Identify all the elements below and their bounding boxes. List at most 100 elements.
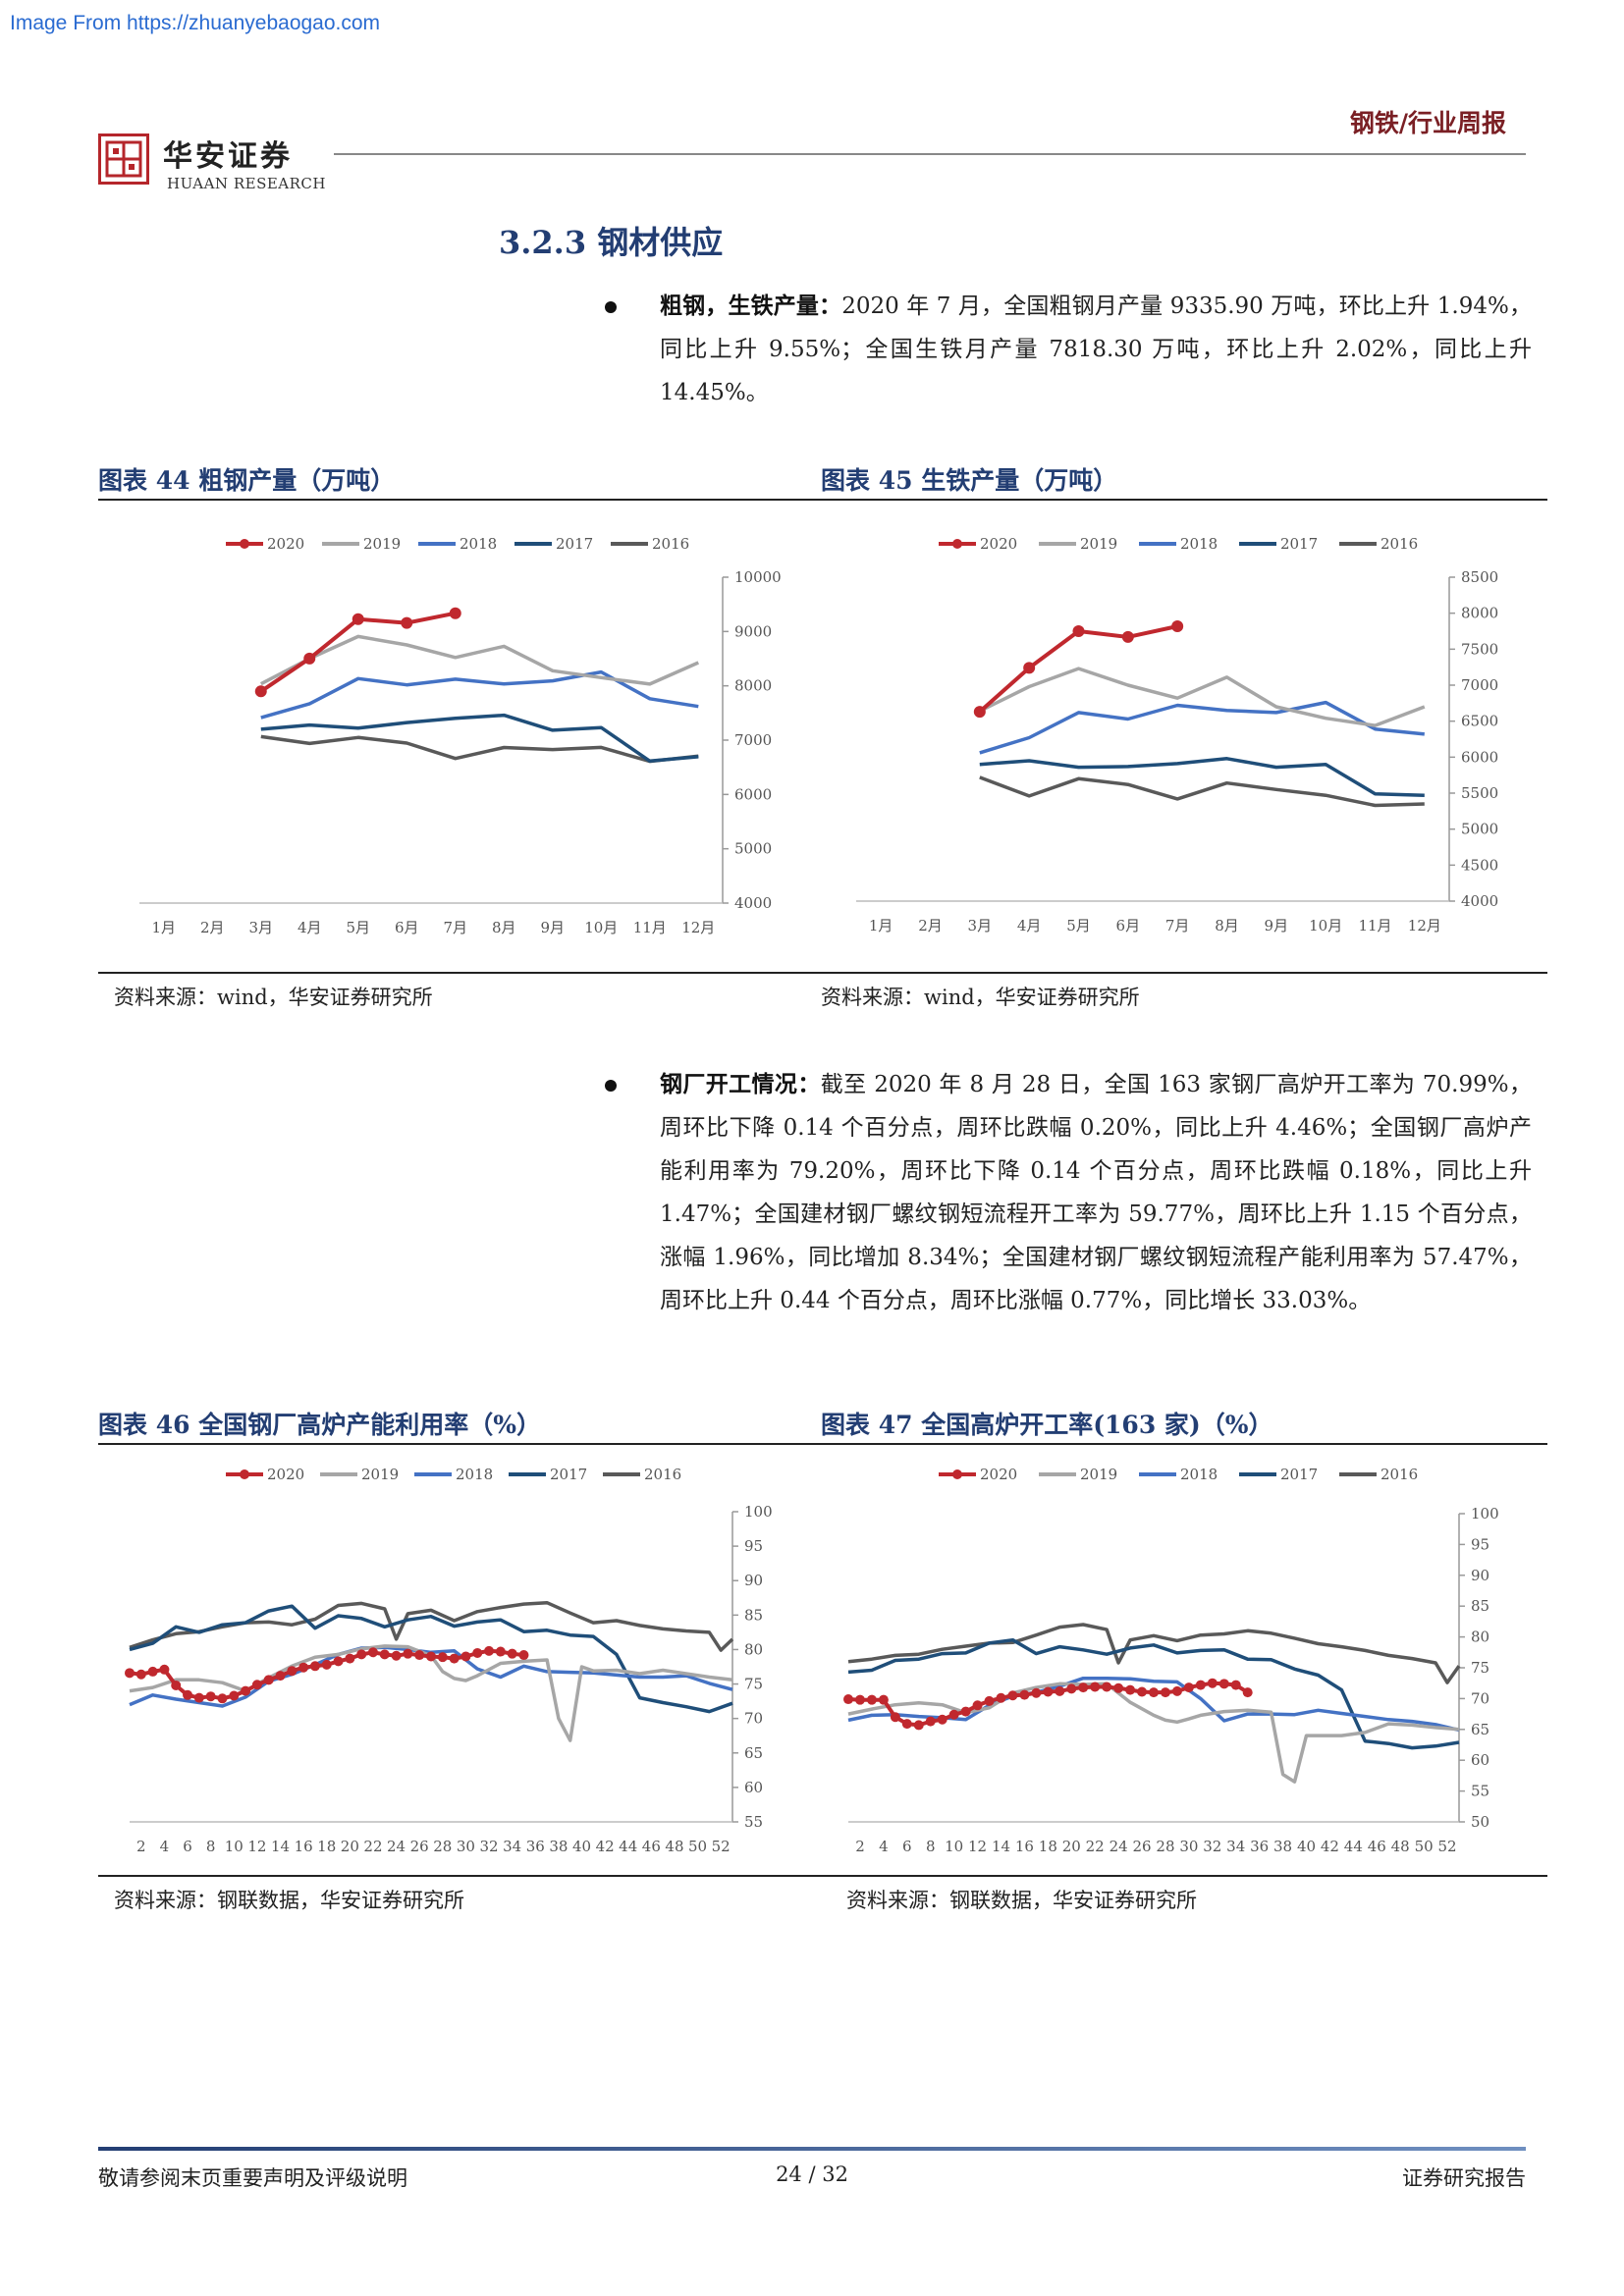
series-line-2019 — [259, 634, 700, 686]
seal-icon — [98, 133, 149, 185]
data-point-2020 — [345, 1653, 355, 1664]
paragraph-label: 钢厂开工情况： — [660, 1071, 821, 1097]
figure-bottom-rule — [98, 972, 821, 974]
data-point-2020 — [1007, 1690, 1018, 1701]
x-tick-label: 50 — [688, 1838, 707, 1855]
x-tick-label: 32 — [1203, 1838, 1221, 1855]
data-point-2020 — [1102, 1682, 1112, 1692]
y-tick-label: 55 — [744, 1813, 763, 1831]
data-point-2020 — [1125, 1684, 1136, 1695]
x-tick-label: 8月 — [492, 919, 516, 936]
legend-label: 2019 — [1080, 1466, 1117, 1483]
y-tick-label: 85 — [1471, 1597, 1489, 1615]
chart-capacity-utilization: 2020 2019 2018 2017 2016 55 60 65 70 75 80 85 90 95 10… — [98, 1447, 821, 1873]
y-tick-label: 4000 — [734, 894, 772, 912]
data-point-2020 — [1218, 1679, 1229, 1689]
legend-label: 2017 — [1280, 1466, 1318, 1483]
report-type: 钢铁/行业周报 — [1349, 109, 1506, 137]
x-tick-label: 10 — [945, 1838, 963, 1855]
data-point-2020 — [391, 1650, 402, 1661]
figure-title: 图表 47 全国高炉开工率(163 家)（%） — [821, 1411, 1273, 1439]
chart-svg: 2020 2019 2018 2017 2016 4000 5000 6000 7000 8000… — [139, 535, 782, 936]
x-tick-label: 44 — [1344, 1838, 1363, 1855]
y-tick-label: 8000 — [734, 677, 772, 695]
x-tick-label: 20 — [341, 1838, 359, 1855]
data-point-2020 — [843, 1694, 853, 1705]
data-point-2020 — [135, 1669, 146, 1680]
y-tick-label: 100 — [1471, 1505, 1499, 1522]
figure-top-rule — [98, 1443, 821, 1445]
x-tick-label: 4 — [160, 1838, 170, 1855]
x-tick-label: 42 — [596, 1838, 615, 1855]
data-point-2020 — [183, 1689, 193, 1700]
y-tick-label: 7500 — [1461, 640, 1498, 658]
legend-label: 2017 — [556, 535, 593, 553]
data-point-2020 — [414, 1650, 425, 1661]
y-tick-label: 80 — [1471, 1629, 1489, 1646]
y-tick-label: 9000 — [734, 622, 772, 640]
y-tick-label: 7000 — [1461, 676, 1498, 694]
y-tick-label: 5000 — [1461, 821, 1498, 838]
y-tick-label: 80 — [744, 1640, 763, 1658]
data-point-2020 — [866, 1694, 877, 1705]
x-tick-label: 6 — [902, 1838, 912, 1855]
series-line-2019 — [847, 1682, 1460, 1784]
x-tick-label: 11月 — [633, 919, 667, 936]
y-tick-label: 70 — [1471, 1689, 1489, 1707]
x-tick-label: 10 — [225, 1838, 244, 1855]
y-tick-label: 95 — [1471, 1535, 1489, 1553]
legend-label: 2019 — [363, 535, 401, 553]
data-point-2020 — [1242, 1687, 1253, 1698]
chart-crude-steel: 2020 2019 2018 2017 2016 4000 5000 6000 7000 8000… — [98, 503, 821, 970]
footer-disclaimer: 敬请参阅末页重要声明及评级说明 — [98, 2166, 407, 2190]
data-point-2020 — [303, 652, 316, 665]
data-point-2020 — [937, 1714, 947, 1725]
paragraph-label: 粗钢，生铁产量： — [660, 293, 842, 319]
y-tick-label: 6500 — [1461, 713, 1498, 730]
paragraph-text: 2020 年 7 月，全国粗钢月产量 9335.90 万吨，环比上升 1.94%… — [660, 294, 1532, 405]
data-point-2020 — [1149, 1687, 1159, 1698]
x-tick-label: 16 — [1015, 1838, 1034, 1855]
data-point-2020 — [449, 1653, 460, 1664]
y-tick-label: 4500 — [1461, 856, 1498, 874]
logo-english: HUAAN RESEARCH — [167, 175, 326, 192]
data-point-2020 — [437, 1652, 448, 1663]
logo-chinese: 华安证券 — [163, 139, 293, 174]
data-point-2020 — [171, 1680, 182, 1690]
x-tick-label: 10月 — [1309, 917, 1342, 934]
chart-svg: 2020 2019 2018 2017 2016 4000 4500 5000 5500 6000… — [856, 535, 1498, 934]
series-line-2017 — [129, 1604, 733, 1714]
data-point-2020 — [275, 1671, 286, 1682]
data-point-2020 — [1066, 1683, 1077, 1694]
x-tick-label: 28 — [433, 1838, 452, 1855]
data-point-2020 — [1137, 1686, 1148, 1697]
data-point-2020 — [890, 1712, 900, 1723]
x-tick-label: 6月 — [395, 919, 419, 936]
x-tick-label: 12月 — [1408, 917, 1441, 934]
x-tick-label: 28 — [1156, 1838, 1174, 1855]
data-point-2020 — [287, 1666, 298, 1677]
data-point-2020 — [1078, 1682, 1089, 1693]
x-tick-label: 20 — [1062, 1838, 1081, 1855]
legend-label: 2018 — [456, 1466, 493, 1483]
footer-divider — [98, 2147, 1526, 2151]
y-tick-label: 90 — [1471, 1567, 1489, 1584]
x-tick-label: 8月 — [1215, 917, 1239, 934]
paragraph-steel-output: 粗钢，生铁产量：2020 年 7 月，全国粗钢月产量 9335.90 万吨，环比… — [660, 285, 1532, 414]
data-point-2020 — [518, 1650, 529, 1661]
data-point-2020 — [854, 1694, 865, 1705]
x-tick-label: 4月 — [298, 919, 322, 936]
data-point-2020 — [878, 1694, 889, 1705]
x-tick-label: 5月 — [1066, 917, 1091, 934]
legend-label: 2018 — [1180, 535, 1218, 553]
data-point-2020 — [205, 1691, 216, 1702]
series-line-2018 — [260, 669, 699, 720]
x-tick-label: 1月 — [869, 917, 893, 934]
data-point-2020 — [401, 616, 413, 629]
figure-source: 资料来源：wind，华安证券研究所 — [821, 986, 1140, 1009]
series-line-2017 — [847, 1637, 1460, 1750]
legend-label: 2020 — [980, 1466, 1017, 1483]
data-point-2020 — [1195, 1680, 1206, 1690]
data-point-2020 — [495, 1646, 506, 1657]
x-tick-label: 34 — [1226, 1838, 1245, 1855]
